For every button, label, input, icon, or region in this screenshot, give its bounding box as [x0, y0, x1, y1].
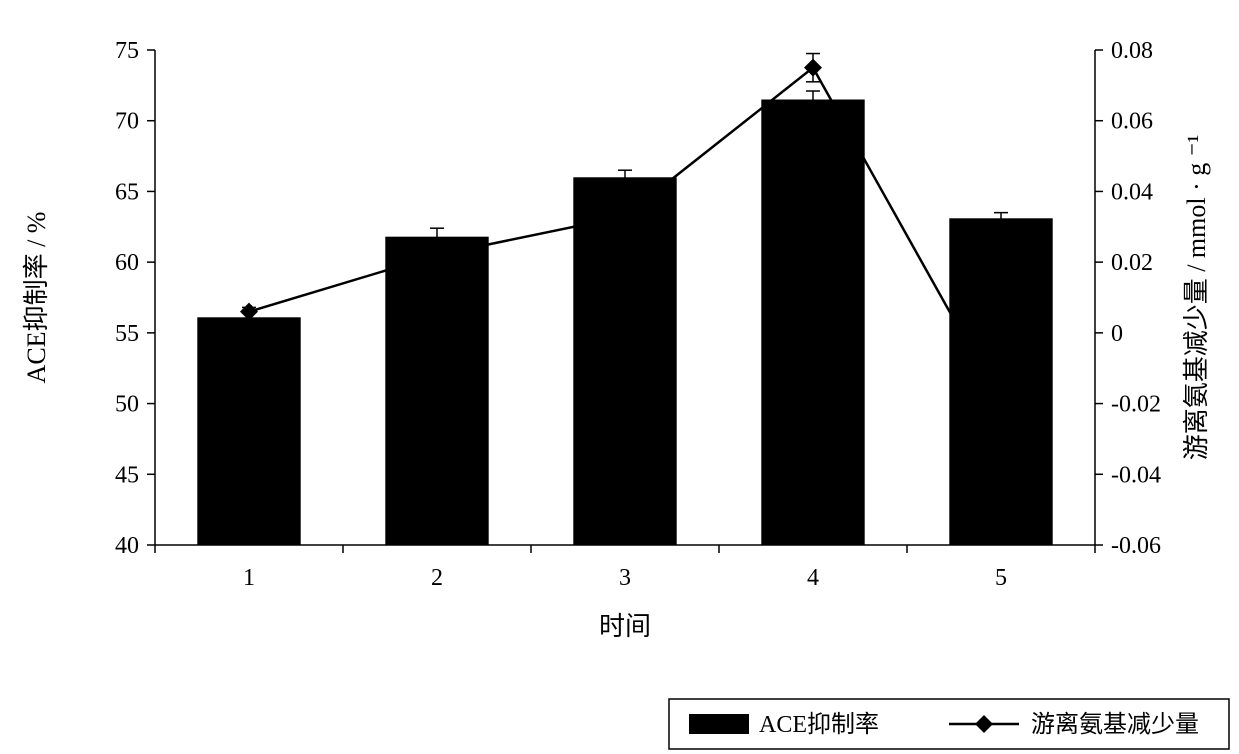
y-left-tick-label: 65	[115, 179, 139, 205]
y-left-tick-label: 50	[115, 392, 139, 418]
chart-container: 4045505560657075-0.06-0.04-0.0200.020.04…	[0, 0, 1239, 754]
y-right-tick-label: 0.02	[1111, 250, 1153, 276]
y-right-tick-label: -0.06	[1111, 533, 1161, 559]
bar	[949, 218, 1052, 545]
y-left-tick-label: 55	[115, 321, 139, 347]
y-left-tick-label: 75	[115, 38, 139, 64]
x-tick-label: 3	[619, 565, 631, 591]
y-right-tick-label: 0.08	[1111, 38, 1153, 64]
y-right-tick-label: -0.04	[1111, 462, 1161, 488]
bar	[385, 237, 488, 545]
y-left-tick-label: 45	[115, 462, 139, 488]
y-right-axis-title: 游离氨基减少量 / mmol · g ⁻¹	[1182, 135, 1211, 461]
bar	[761, 100, 864, 546]
bar	[573, 177, 676, 545]
x-tick-label: 5	[995, 565, 1007, 591]
x-axis-title: 时间	[599, 612, 651, 641]
y-right-tick-label: 0.06	[1111, 109, 1153, 135]
y-left-axis-title: ACE抑制率 / %	[22, 212, 51, 384]
x-tick-label: 2	[431, 565, 443, 591]
legend-label-bar: ACE抑制率	[759, 711, 879, 738]
y-left-tick-label: 40	[115, 533, 139, 559]
y-left-tick-label: 60	[115, 250, 139, 276]
y-right-tick-label: 0.04	[1111, 179, 1153, 205]
bar	[197, 317, 300, 545]
x-tick-label: 4	[807, 565, 819, 591]
y-right-tick-label: 0	[1111, 321, 1123, 347]
y-right-tick-label: -0.02	[1111, 392, 1161, 418]
legend-swatch-bar	[689, 714, 749, 734]
y-left-tick-label: 70	[115, 109, 139, 135]
chart-svg: 4045505560657075-0.06-0.04-0.0200.020.04…	[0, 0, 1239, 754]
x-tick-label: 1	[243, 565, 255, 591]
legend-label-line: 游离氨基减少量	[1031, 711, 1199, 738]
